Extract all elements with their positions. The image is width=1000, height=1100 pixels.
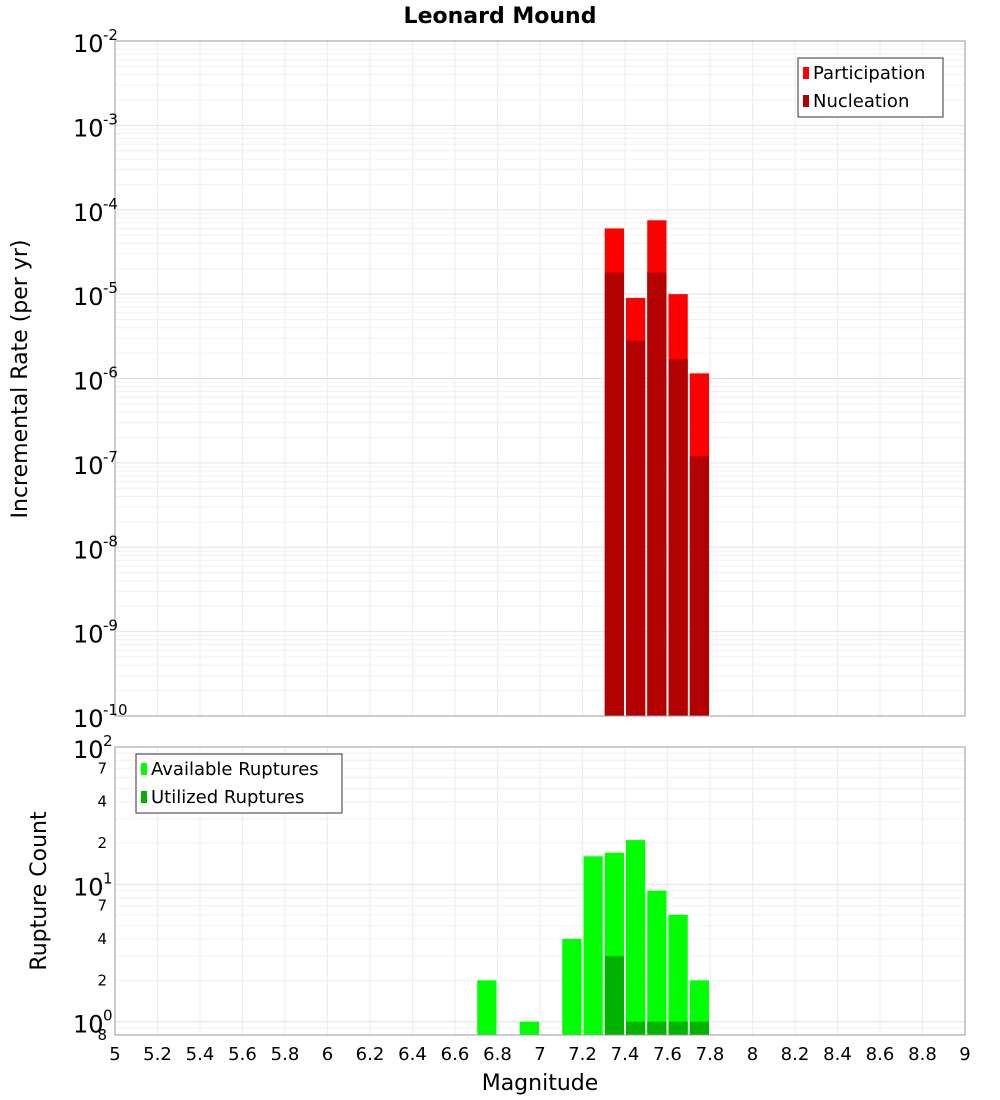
count-bar-primary bbox=[647, 890, 667, 1035]
y-tick-label: 10 bbox=[73, 621, 104, 649]
x-tick-label: 8.2 bbox=[781, 1044, 810, 1065]
rate-bar-secondary bbox=[626, 340, 646, 716]
y-minor-tick-label: 8 bbox=[97, 1026, 107, 1044]
y-minor-tick-label: 4 bbox=[97, 930, 107, 948]
count-bar-secondary bbox=[647, 1021, 667, 1035]
rate-legend: Participation Nucleation bbox=[797, 57, 944, 118]
y-tick-exponent: -3 bbox=[103, 110, 118, 128]
rate-legend-box bbox=[797, 57, 944, 118]
x-tick-label: 5.6 bbox=[228, 1044, 257, 1065]
count-legend-swatch bbox=[141, 763, 147, 775]
x-tick-label: 5.8 bbox=[271, 1044, 300, 1065]
y-tick-exponent: -2 bbox=[103, 26, 118, 44]
y-tick-exponent: -7 bbox=[103, 448, 118, 466]
x-tick-label: 7.4 bbox=[611, 1044, 640, 1065]
count-bar-primary bbox=[477, 980, 497, 1035]
y-tick-exponent: 1 bbox=[103, 869, 113, 887]
y-tick-label: 10 bbox=[73, 705, 104, 733]
count-bar-primary bbox=[668, 914, 688, 1035]
y-tick-label: 10 bbox=[73, 368, 104, 396]
y-minor-tick-label: 2 bbox=[97, 971, 107, 989]
y-tick-exponent: 0 bbox=[103, 1007, 113, 1025]
y-tick-label: 10 bbox=[73, 30, 104, 58]
count-legend-label: Available Ruptures bbox=[151, 759, 319, 780]
x-tick-label: 8.6 bbox=[866, 1044, 895, 1065]
count-legend-label: Utilized Ruptures bbox=[151, 787, 304, 808]
x-tick-label: 8.4 bbox=[823, 1044, 852, 1065]
x-tick-label: 7.2 bbox=[568, 1044, 597, 1065]
count-y-axis-label: Rupture Count bbox=[27, 811, 52, 971]
count-bar-primary bbox=[689, 980, 709, 1035]
x-tick-label: 5.4 bbox=[186, 1044, 215, 1065]
x-tick-label: 5.2 bbox=[143, 1044, 172, 1065]
count-bar-secondary bbox=[689, 1021, 709, 1035]
rate-bar-secondary bbox=[604, 272, 624, 716]
x-tick-label: 6 bbox=[322, 1044, 333, 1065]
rate-bar-secondary bbox=[668, 359, 688, 716]
count-bar-secondary bbox=[626, 1021, 646, 1035]
y-tick-label: 10 bbox=[73, 536, 104, 564]
x-tick-label: 6.8 bbox=[483, 1044, 512, 1065]
rate-legend-label: Participation bbox=[813, 63, 925, 84]
x-tick-label: 6.4 bbox=[398, 1044, 427, 1065]
y-tick-label: 10 bbox=[73, 1011, 104, 1039]
chart-title: Leonard Mound bbox=[404, 4, 597, 29]
x-tick-label: 8.8 bbox=[908, 1044, 937, 1065]
x-tick-label: 7.8 bbox=[696, 1044, 725, 1065]
y-minor-tick-label: 7 bbox=[97, 759, 107, 777]
y-tick-label: 10 bbox=[73, 114, 104, 142]
y-tick-exponent: -9 bbox=[103, 617, 118, 635]
x-tick-label: 6.6 bbox=[441, 1044, 470, 1065]
rate-legend-swatch bbox=[803, 67, 809, 79]
count-bar-primary bbox=[626, 840, 646, 1035]
x-tick-label: 7 bbox=[534, 1044, 545, 1065]
x-axis-label: Magnitude bbox=[482, 1071, 599, 1096]
y-tick-label: 10 bbox=[73, 452, 104, 480]
rate-legend-label: Nucleation bbox=[813, 91, 909, 112]
y-tick-exponent: -4 bbox=[103, 195, 118, 213]
rate-legend-swatch bbox=[803, 95, 809, 107]
count-bar-secondary bbox=[668, 1021, 688, 1035]
count-plot-frame bbox=[114, 746, 966, 1036]
y-tick-label: 10 bbox=[73, 283, 104, 311]
x-tick-label: 6.2 bbox=[356, 1044, 385, 1065]
y-tick-exponent: -5 bbox=[103, 279, 118, 297]
y-tick-label: 10 bbox=[73, 736, 104, 764]
rate-bar-secondary bbox=[689, 456, 709, 716]
y-minor-tick-label: 2 bbox=[97, 834, 107, 852]
count-bar-secondary bbox=[604, 956, 624, 1035]
x-tick-label: 9 bbox=[959, 1044, 970, 1065]
count-bar-primary bbox=[562, 939, 582, 1035]
y-minor-tick-label: 7 bbox=[97, 897, 107, 915]
rate-bar-secondary bbox=[647, 272, 667, 716]
x-tick-label: 8 bbox=[747, 1044, 758, 1065]
rate-plot-frame bbox=[114, 40, 966, 717]
y-minor-tick-label: 4 bbox=[97, 793, 107, 811]
y-tick-exponent: 2 bbox=[103, 732, 113, 750]
rate-y-axis-label: Incremental Rate (per yr) bbox=[8, 240, 33, 519]
y-tick-exponent: -8 bbox=[103, 532, 118, 550]
count-legend-swatch bbox=[141, 791, 147, 803]
count-bar-primary bbox=[583, 856, 603, 1035]
x-tick-label: 5 bbox=[109, 1044, 120, 1065]
y-tick-label: 10 bbox=[73, 873, 104, 901]
count-legend-box bbox=[135, 753, 343, 814]
y-tick-exponent: -6 bbox=[103, 364, 118, 382]
y-tick-exponent: -10 bbox=[103, 701, 128, 719]
x-tick-label: 7.6 bbox=[653, 1044, 682, 1065]
y-tick-label: 10 bbox=[73, 199, 104, 227]
count-bar-primary bbox=[519, 1021, 539, 1035]
count-legend: Available Ruptures Utilized Ruptures bbox=[135, 753, 343, 814]
